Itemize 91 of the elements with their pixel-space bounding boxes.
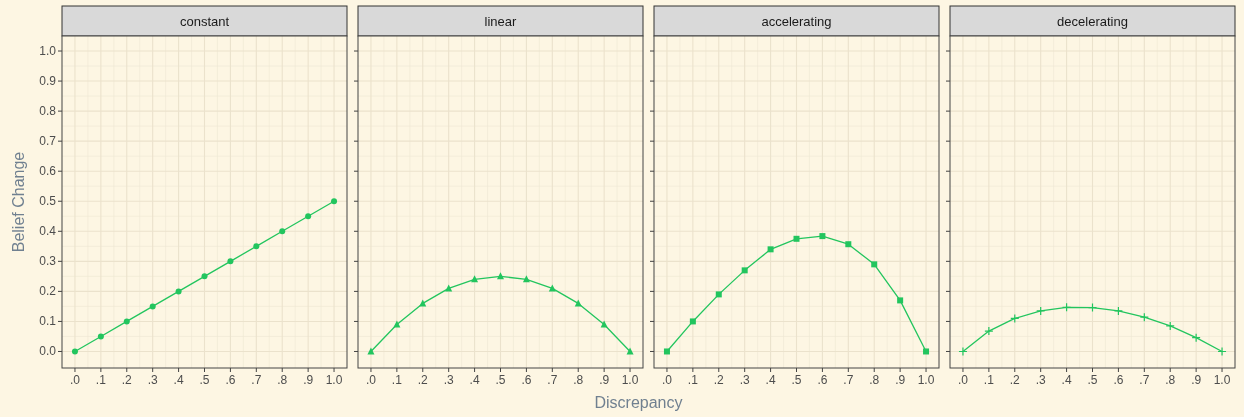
y-axis-title: Belief Change xyxy=(10,151,27,253)
y-tick-label: 0.2 xyxy=(39,284,57,299)
x-tick-label: .2 xyxy=(121,373,133,387)
x-tick-label: .0 xyxy=(69,373,81,387)
x-tick-label: .3 xyxy=(1035,373,1047,387)
y-tick-label: 0.5 xyxy=(39,194,57,209)
x-tick-label: .0 xyxy=(661,373,673,387)
x-tick-label: .8 xyxy=(573,373,584,387)
x-tick-label: .6 xyxy=(521,373,532,387)
point xyxy=(663,348,670,355)
x-tick-label: .6 xyxy=(1113,373,1124,387)
x-axis-title: Discrepancy xyxy=(594,394,683,411)
x-tick-label: .1 xyxy=(687,373,699,387)
y-tick-label: 0.4 xyxy=(39,224,57,239)
x-tick-label: .4 xyxy=(469,373,480,387)
x-tick-label: 1.0 xyxy=(621,373,639,387)
x-tick-label: .9 xyxy=(599,373,610,387)
x-tick-label: .3 xyxy=(147,373,159,387)
point xyxy=(689,318,696,325)
x-tick-label: .1 xyxy=(983,373,995,387)
point xyxy=(923,348,930,355)
x-tick-label: 1.0 xyxy=(1213,373,1231,387)
point xyxy=(1036,306,1046,316)
x-tick-label: .0 xyxy=(365,373,377,387)
x-tick-label: .6 xyxy=(817,373,828,387)
point xyxy=(497,272,504,280)
y-tick-label: 0.6 xyxy=(39,164,57,179)
y-tick-label: 0.1 xyxy=(39,314,57,329)
x-tick-label: .7 xyxy=(1139,373,1150,387)
point xyxy=(175,288,182,295)
y-tick-label: 1.0 xyxy=(39,44,57,59)
chart-title: decelerating xyxy=(1057,14,1128,29)
x-tick-label: .3 xyxy=(739,373,751,387)
x-tick-label: .7 xyxy=(843,373,854,387)
x-tick-label: .5 xyxy=(199,373,210,387)
point xyxy=(1191,333,1201,343)
x-tick-label: .9 xyxy=(303,373,314,387)
chart-title: constant xyxy=(179,14,230,29)
y-tick-label: 0.7 xyxy=(39,134,57,149)
point xyxy=(958,346,968,357)
x-tick-label: .1 xyxy=(391,373,403,387)
x-tick-label: .9 xyxy=(895,373,906,387)
point xyxy=(305,213,312,220)
x-tick-label: .8 xyxy=(1165,373,1176,387)
chart-title: accelerating xyxy=(761,14,832,29)
x-tick-label: .5 xyxy=(791,373,802,387)
y-tick-label: 0.3 xyxy=(39,254,57,269)
x-tick-label: .5 xyxy=(1087,373,1098,387)
x-tick-label: .2 xyxy=(417,373,429,387)
x-tick-label: .7 xyxy=(547,373,558,387)
point xyxy=(123,318,130,325)
x-tick-label: .6 xyxy=(225,373,236,387)
x-tick-label: .7 xyxy=(251,373,262,387)
x-tick-label: .9 xyxy=(1191,373,1202,387)
point xyxy=(279,228,286,235)
x-tick-label: 1.0 xyxy=(325,373,343,387)
point xyxy=(331,198,338,205)
point xyxy=(715,291,722,298)
point xyxy=(1113,306,1124,316)
point xyxy=(253,243,260,250)
point xyxy=(1217,346,1227,357)
point xyxy=(1165,321,1175,331)
x-tick-label: .8 xyxy=(869,373,880,387)
point xyxy=(201,273,208,280)
point xyxy=(97,333,104,340)
point xyxy=(845,241,852,248)
point xyxy=(149,303,156,310)
point xyxy=(227,258,234,265)
point xyxy=(71,348,78,355)
x-tick-label: .2 xyxy=(1009,373,1021,387)
point xyxy=(984,326,994,336)
x-tick-label: .1 xyxy=(95,373,107,387)
point xyxy=(793,235,800,242)
chart-title: linear xyxy=(484,14,518,29)
x-tick-label: .4 xyxy=(173,373,184,387)
point xyxy=(897,297,904,304)
x-tick-label: .5 xyxy=(495,373,506,387)
point xyxy=(767,246,774,253)
x-tick-label: .4 xyxy=(765,373,776,387)
point xyxy=(871,261,878,268)
point xyxy=(819,233,826,240)
y-tick-label: 0.0 xyxy=(39,344,57,359)
x-tick-label: .2 xyxy=(713,373,725,387)
x-tick-label: .4 xyxy=(1061,373,1072,387)
point xyxy=(741,267,748,274)
y-tick-label: 0.8 xyxy=(39,104,57,119)
x-tick-label: .0 xyxy=(957,373,969,387)
y-tick-label: 0.9 xyxy=(39,74,57,89)
x-tick-label: .8 xyxy=(277,373,288,387)
x-tick-label: 1.0 xyxy=(917,373,935,387)
x-tick-label: .3 xyxy=(443,373,455,387)
